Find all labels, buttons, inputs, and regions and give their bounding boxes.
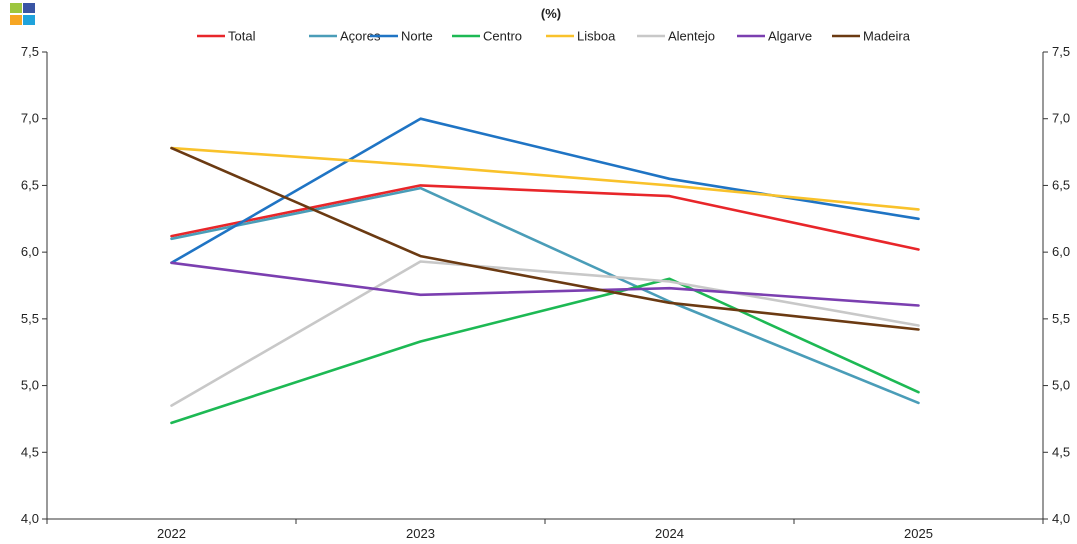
series-line-total	[170, 184, 920, 251]
legend-label: Centro	[483, 29, 522, 44]
legend-label: Madeira	[863, 29, 911, 44]
chart-axes: 4,0 4,0 4,5 4,5 5,0 5,0 5,5 5,5 6,0 6,0 6,5 6,5 7,0 7…	[21, 44, 1070, 541]
logo-square-green	[10, 3, 22, 13]
y-tick-label-right: 5,5	[1052, 311, 1070, 326]
legend-label: Total	[228, 29, 256, 44]
logo-square-navy	[23, 3, 35, 13]
y-tick-label-right: 7,5	[1052, 44, 1070, 59]
x-tick-label: 2025	[904, 526, 933, 541]
y-tick-label-right: 7,0	[1052, 111, 1070, 126]
logo-square-cyan	[23, 15, 35, 25]
chart-series	[170, 117, 920, 425]
series-line-alentejo	[170, 260, 920, 407]
y-tick-label-right: 4,0	[1052, 511, 1070, 526]
four-squares-logo-icon	[10, 3, 36, 26]
y-tick-label-left: 5,0	[21, 378, 39, 393]
series-line-algarve	[170, 261, 920, 307]
x-tick-label: 2022	[157, 526, 186, 541]
legend-label: Alentejo	[668, 29, 715, 44]
chart-title: (%)	[541, 6, 561, 21]
series-line-norte	[170, 117, 920, 265]
legend-label: Lisboa	[577, 29, 616, 44]
y-tick-label-left: 5,5	[21, 311, 39, 326]
y-tick-label-left: 4,0	[21, 511, 39, 526]
legend-label: Algarve	[768, 29, 812, 44]
x-tick-label: 2023	[406, 526, 435, 541]
y-tick-label-right: 6,0	[1052, 244, 1070, 259]
y-tick-label-right: 4,5	[1052, 444, 1070, 459]
legend-label: Norte	[401, 29, 433, 44]
y-tick-label-left: 6,0	[21, 244, 39, 259]
y-tick-label-right: 6,5	[1052, 177, 1070, 192]
series-line-centro	[170, 277, 920, 425]
y-tick-label-left: 7,0	[21, 111, 39, 126]
series-line-madeira	[170, 146, 920, 331]
legend-label: Açores	[340, 29, 381, 44]
y-tick-label-left: 7,5	[21, 44, 39, 59]
series-line-açores	[170, 186, 920, 405]
y-tick-label-right: 5,0	[1052, 378, 1070, 393]
series-line-lisboa	[170, 146, 920, 211]
logo-square-orange	[10, 15, 22, 25]
x-tick-label: 2024	[655, 526, 684, 541]
y-tick-label-left: 6,5	[21, 177, 39, 192]
y-tick-label-left: 4,5	[21, 444, 39, 459]
chart-legend: Total Açores Norte Centro Lisboa Alentejo Alga…	[197, 29, 911, 44]
